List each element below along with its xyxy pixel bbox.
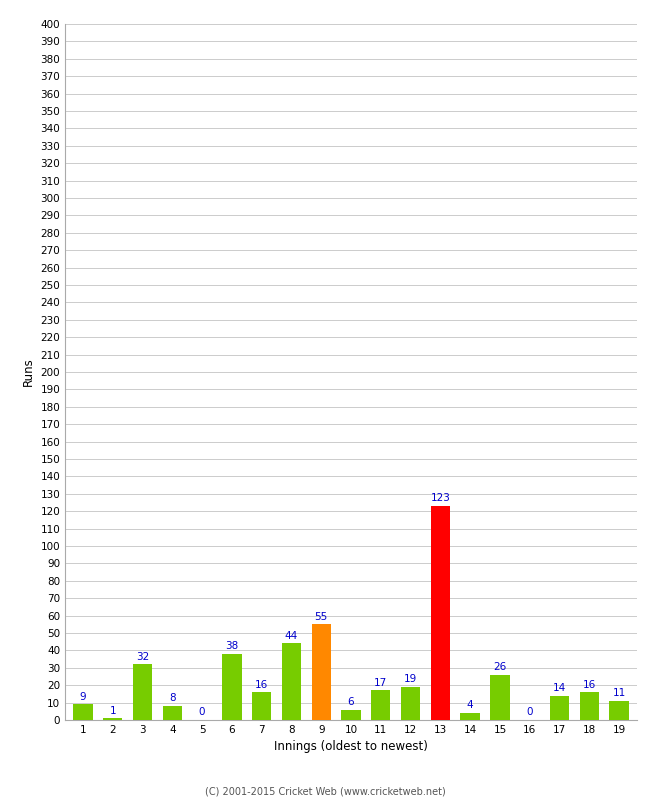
- Bar: [311, 624, 331, 720]
- Text: 4: 4: [467, 701, 473, 710]
- Text: 19: 19: [404, 674, 417, 684]
- Text: 1: 1: [109, 706, 116, 716]
- Bar: [73, 704, 92, 720]
- Text: 16: 16: [582, 679, 596, 690]
- Text: 6: 6: [348, 697, 354, 707]
- Text: 44: 44: [285, 631, 298, 641]
- Bar: [610, 701, 629, 720]
- Text: 0: 0: [199, 707, 205, 718]
- Bar: [371, 690, 391, 720]
- Bar: [460, 713, 480, 720]
- Text: 9: 9: [79, 692, 86, 702]
- Text: 11: 11: [612, 688, 626, 698]
- Y-axis label: Runs: Runs: [22, 358, 35, 386]
- Text: 0: 0: [526, 707, 533, 718]
- Text: 32: 32: [136, 652, 149, 662]
- Text: 38: 38: [225, 642, 239, 651]
- Text: 123: 123: [430, 494, 450, 503]
- Text: 17: 17: [374, 678, 387, 688]
- Bar: [580, 692, 599, 720]
- Bar: [431, 506, 450, 720]
- Bar: [222, 654, 242, 720]
- Bar: [341, 710, 361, 720]
- Text: (C) 2001-2015 Cricket Web (www.cricketweb.net): (C) 2001-2015 Cricket Web (www.cricketwe…: [205, 786, 445, 796]
- Bar: [162, 706, 182, 720]
- Text: 8: 8: [169, 694, 176, 703]
- Text: 55: 55: [315, 612, 328, 622]
- Bar: [490, 674, 510, 720]
- Bar: [103, 718, 122, 720]
- Bar: [281, 643, 301, 720]
- Text: 16: 16: [255, 679, 268, 690]
- Bar: [133, 664, 152, 720]
- Bar: [252, 692, 271, 720]
- Text: 14: 14: [553, 683, 566, 693]
- Bar: [550, 696, 569, 720]
- Text: 26: 26: [493, 662, 506, 672]
- X-axis label: Innings (oldest to newest): Innings (oldest to newest): [274, 741, 428, 754]
- Bar: [401, 687, 421, 720]
